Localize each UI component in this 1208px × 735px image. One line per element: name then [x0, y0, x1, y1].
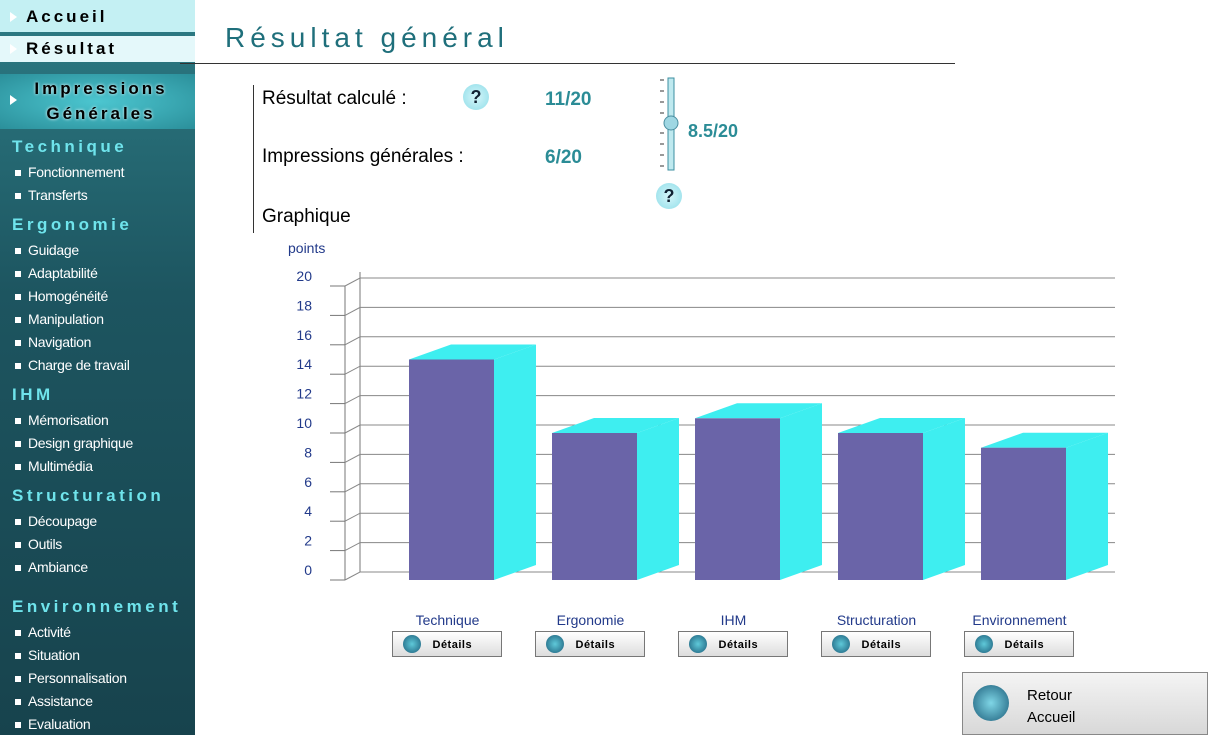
details-button[interactable]: Détails: [534, 631, 645, 657]
bar: [409, 344, 536, 580]
menu-item[interactable]: Homogénéité: [0, 285, 195, 308]
menu-item[interactable]: Navigation: [0, 331, 195, 354]
grid-line: [344, 395, 1115, 405]
y-tick-label: 4: [304, 503, 312, 519]
details-button[interactable]: Détails: [820, 631, 931, 657]
grid-line: [344, 365, 1115, 375]
bar-side: [637, 418, 679, 580]
grid-line: [344, 336, 1115, 346]
menu-item[interactable]: Evaluation: [0, 713, 195, 735]
bar-side: [780, 403, 822, 580]
x-tick-label: IHM: [721, 612, 747, 628]
details-button[interactable]: Détails: [391, 631, 502, 657]
y-axis-label: points: [288, 240, 326, 256]
bar-front: [409, 359, 494, 580]
y-tick-label: 20: [296, 268, 312, 284]
bar-front: [838, 433, 923, 580]
menu-item[interactable]: Personnalisation: [0, 667, 195, 690]
menu-item[interactable]: Mémorisation: [0, 409, 195, 432]
y-tick-label: 14: [296, 356, 312, 372]
bar-front: [981, 447, 1066, 580]
nav-item[interactable]: Impressions Générales: [0, 74, 176, 126]
menu-item[interactable]: Guidage: [0, 239, 195, 262]
slider-value: 8.5/20: [688, 121, 739, 141]
slider-ticks: [660, 79, 664, 167]
bar: [552, 418, 679, 580]
y-tick-label: 2: [304, 533, 312, 549]
section-title[interactable]: Environnement: [12, 597, 182, 616]
menu-item[interactable]: Outils: [0, 533, 195, 556]
details-button[interactable]: Détails: [677, 631, 788, 657]
menu-item[interactable]: Design graphique: [0, 432, 195, 455]
sidebar: Accueil Résultat Impressions Générales T…: [0, 0, 195, 735]
nav-item[interactable]: Accueil: [0, 0, 195, 34]
bar-side: [494, 344, 536, 580]
slider[interactable]: [650, 74, 690, 174]
section-title[interactable]: IHM: [12, 385, 54, 404]
menu-item[interactable]: Ambiance: [0, 556, 195, 579]
menu-item[interactable]: Découpage: [0, 510, 195, 533]
bar-top: [981, 432, 1108, 448]
x-tick-label: Technique: [416, 612, 480, 628]
bar-side: [1066, 432, 1108, 580]
back-icon: [973, 685, 1009, 721]
bar-front: [695, 418, 780, 580]
impressions-label: Impressions générales :: [262, 146, 464, 167]
menu-item[interactable]: Charge de travail: [0, 354, 195, 377]
nav-item[interactable]: Résultat: [0, 36, 195, 62]
computed-value: 11/20: [545, 89, 592, 110]
back-label: Retour Accueil: [1027, 687, 1076, 726]
y-tick-label: 6: [304, 474, 312, 490]
menu-item[interactable]: Multimédia: [0, 455, 195, 478]
graph-label: Graphique: [262, 206, 351, 227]
menu-item[interactable]: Fonctionnement: [0, 161, 195, 184]
menu-item[interactable]: Assistance: [0, 690, 195, 713]
section-title[interactable]: Structuration: [12, 486, 165, 505]
bar-top: [409, 344, 536, 360]
sections: Technique Fonctionnement Transferts Ergonom…: [0, 133, 195, 735]
x-tick-label: Structuration: [837, 612, 916, 628]
menu-item[interactable]: Activité: [0, 621, 195, 644]
details-button[interactable]: Détails: [963, 631, 1074, 657]
y-tick-label: 8: [304, 444, 312, 460]
bar: [838, 418, 965, 580]
help-icon[interactable]: ?: [463, 84, 489, 110]
impressions-value: 6/20: [545, 147, 582, 168]
x-tick-label: Environnement: [972, 612, 1066, 628]
y-tick-label: 0: [304, 562, 312, 578]
section-title[interactable]: Technique: [12, 137, 128, 156]
section-title[interactable]: Ergonomie: [12, 215, 133, 234]
divider: [253, 85, 254, 233]
x-tick-label: Ergonomie: [557, 612, 625, 628]
y-tick-label: 18: [296, 297, 312, 313]
title-rule: [180, 63, 955, 64]
y-tick-label: 10: [296, 415, 312, 431]
y-tick-label: 12: [296, 386, 312, 402]
back-button[interactable]: Retour Accueil: [962, 672, 1208, 735]
y-tick-label: 16: [296, 327, 312, 343]
bar-top: [695, 403, 822, 419]
bar: [695, 403, 822, 580]
menu-item[interactable]: Transferts: [0, 184, 195, 207]
grid-line: [344, 277, 1115, 287]
bar: [981, 432, 1108, 580]
help-icon[interactable]: ?: [656, 183, 682, 209]
bar-top: [838, 418, 965, 433]
bar-top: [552, 418, 679, 433]
grid-line: [344, 306, 1115, 316]
bar-front: [552, 433, 637, 580]
slider-thumb[interactable]: [663, 115, 679, 131]
computed-label: Résultat calculé :: [262, 88, 407, 109]
menu-item[interactable]: Adaptabilité: [0, 262, 195, 285]
menu-item[interactable]: Situation: [0, 644, 195, 667]
page-title: Résultat général: [225, 22, 509, 53]
menu-item[interactable]: Manipulation: [0, 308, 195, 331]
bar-side: [923, 418, 965, 580]
